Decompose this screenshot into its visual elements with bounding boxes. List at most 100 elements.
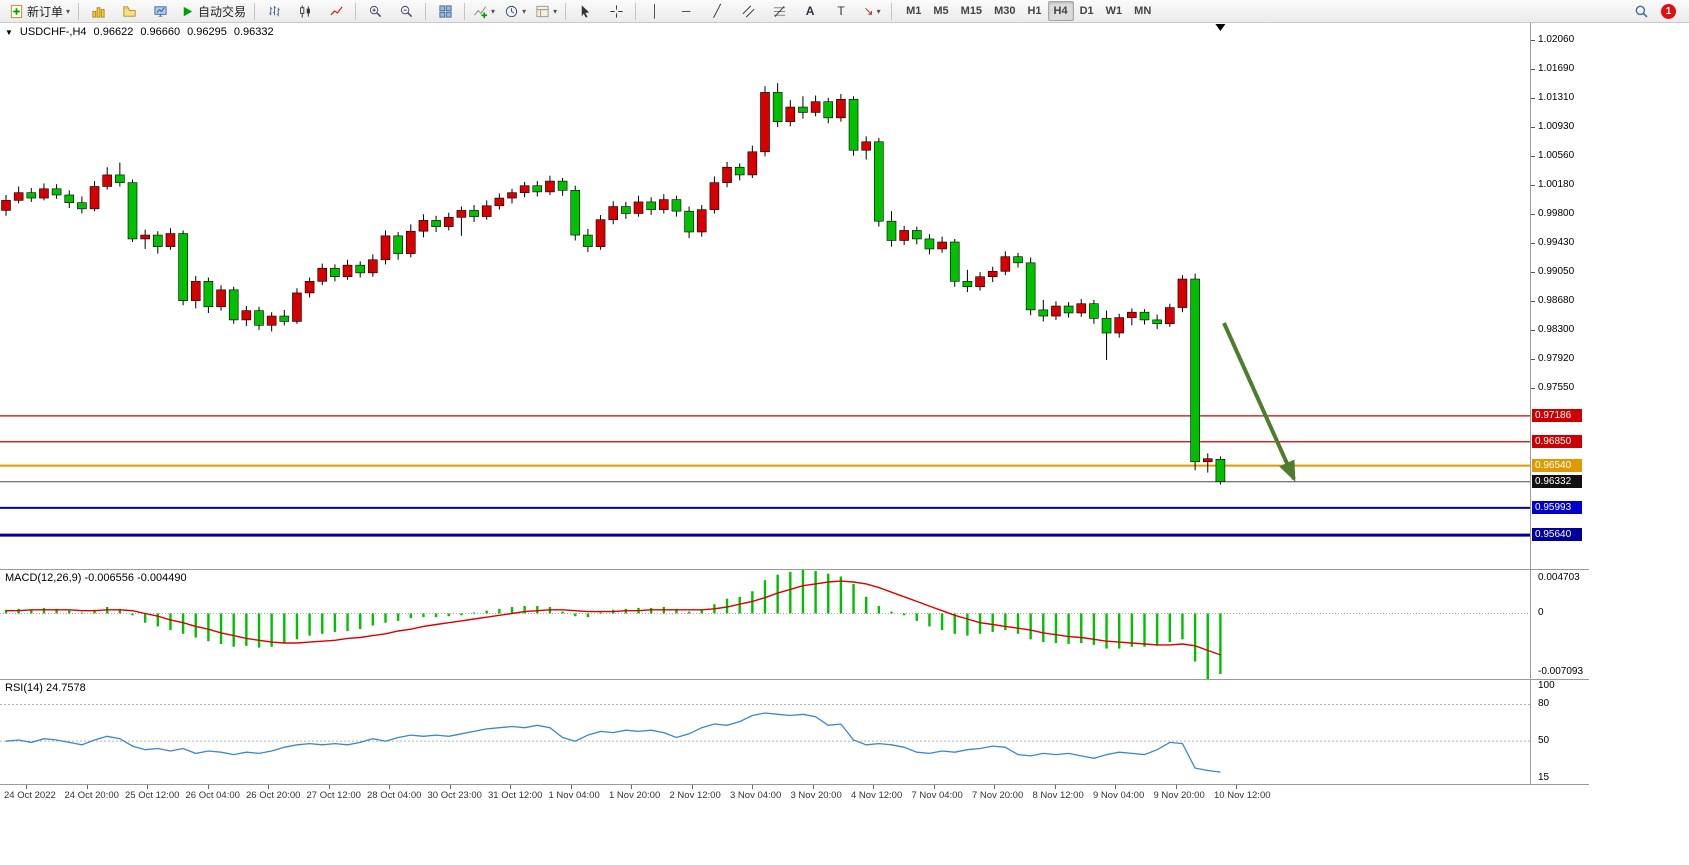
zoom-in-button[interactable] — [360, 0, 390, 22]
macd-canvas[interactable] — [0, 570, 1530, 679]
candle[interactable] — [1, 200, 11, 211]
candle[interactable] — [266, 315, 277, 326]
new-chart-button[interactable] — [83, 0, 113, 22]
main-chart-canvas[interactable] — [0, 23, 1530, 569]
zoom-out-button[interactable] — [391, 0, 421, 22]
candle[interactable] — [355, 264, 366, 274]
candle[interactable] — [772, 92, 783, 123]
candle[interactable] — [1152, 319, 1162, 325]
candle[interactable] — [115, 174, 125, 183]
candle[interactable] — [127, 182, 138, 240]
timeframe-h1[interactable]: H1 — [1027, 5, 1042, 17]
candle[interactable] — [684, 210, 694, 233]
candle[interactable] — [798, 106, 808, 113]
price-level-label[interactable]: 0.96540 — [1532, 458, 1582, 472]
candle[interactable] — [1177, 278, 1188, 308]
periods-button[interactable]: ▾ — [500, 0, 530, 22]
candle[interactable] — [1139, 311, 1150, 321]
price-level-label[interactable]: 0.95640 — [1532, 528, 1582, 542]
templates-button[interactable]: ▾ — [531, 0, 561, 22]
candle[interactable] — [709, 182, 720, 210]
candle[interactable] — [178, 233, 188, 301]
candle[interactable] — [26, 192, 37, 199]
candle[interactable] — [1051, 305, 1061, 317]
candle[interactable] — [405, 230, 416, 254]
candle[interactable] — [443, 217, 454, 227]
timeframe-m1[interactable]: M1 — [906, 5, 922, 17]
candle[interactable] — [254, 310, 264, 326]
pane-separator[interactable] — [0, 679, 1589, 680]
candle[interactable] — [545, 180, 555, 193]
candle[interactable] — [13, 192, 24, 201]
candle[interactable] — [203, 281, 214, 308]
candle[interactable] — [621, 206, 631, 214]
candle[interactable] — [810, 101, 821, 113]
price-level-label[interactable]: 0.97186 — [1532, 408, 1582, 422]
candle[interactable] — [1025, 262, 1036, 311]
candle[interactable] — [1114, 317, 1124, 334]
macd-axis[interactable]: 0.004703 0 -0.007093 — [1530, 570, 1589, 679]
candle[interactable] — [1127, 311, 1137, 318]
candle[interactable] — [911, 230, 922, 240]
tile-windows-button[interactable] — [430, 0, 460, 22]
candle[interactable] — [886, 220, 897, 241]
candle[interactable] — [646, 201, 656, 210]
candle[interactable] — [532, 185, 543, 193]
candle[interactable] — [481, 205, 492, 217]
timeframe-mn[interactable]: MN — [1134, 5, 1152, 17]
time-axis[interactable]: 24 Oct 2022 24 Oct 20:00 25 Oct 12:00 26 Oc… — [0, 785, 1689, 805]
candle[interactable] — [140, 234, 150, 240]
candle[interactable] — [317, 267, 328, 282]
candle[interactable] — [848, 99, 859, 151]
market-watch-button[interactable] — [145, 0, 175, 22]
candle[interactable] — [962, 281, 973, 288]
candle[interactable] — [494, 197, 505, 207]
candle[interactable] — [456, 210, 467, 218]
candle[interactable] — [393, 235, 403, 254]
timeframe-h4[interactable]: H4 — [1047, 1, 1074, 21]
rsi-canvas[interactable] — [0, 680, 1530, 784]
candle[interactable] — [595, 219, 606, 247]
pane-separator[interactable] — [0, 569, 1589, 570]
cursor-button[interactable] — [570, 0, 600, 22]
price-level-label[interactable]: 0.96332 — [1532, 474, 1582, 488]
candle[interactable] — [380, 235, 391, 261]
candle[interactable] — [1165, 307, 1175, 325]
candle[interactable] — [368, 259, 378, 274]
crosshair-button[interactable] — [601, 0, 631, 22]
candle[interactable] — [279, 315, 290, 322]
candle[interactable] — [342, 264, 353, 278]
candle[interactable] — [722, 166, 732, 183]
candle[interactable] — [190, 281, 201, 301]
timeframe-m5[interactable]: M5 — [933, 5, 949, 17]
candlestick-chart-button[interactable] — [290, 0, 320, 22]
candle[interactable] — [1089, 303, 1099, 319]
window-menu-icon[interactable]: ▼ — [5, 27, 13, 37]
candle[interactable] — [658, 199, 669, 210]
candle[interactable] — [823, 101, 834, 119]
trend-arrow-annotation[interactable] — [1222, 322, 1296, 482]
timeframe-d1[interactable]: D1 — [1079, 5, 1094, 17]
candle[interactable] — [1101, 318, 1112, 334]
rsi-axis[interactable]: 100 80 50 15 — [1530, 680, 1589, 784]
bar-chart-button[interactable] — [259, 0, 289, 22]
candle[interactable] — [924, 238, 935, 250]
candle[interactable] — [102, 174, 112, 187]
candle[interactable] — [1076, 303, 1087, 314]
candle[interactable] — [1013, 256, 1023, 264]
candle[interactable] — [987, 271, 998, 278]
candle[interactable] — [949, 241, 960, 282]
candle[interactable] — [874, 141, 884, 222]
candle[interactable] — [39, 188, 49, 199]
price-level-label[interactable]: 0.95993 — [1532, 500, 1582, 514]
candle[interactable] — [785, 106, 796, 123]
candle[interactable] — [77, 202, 87, 210]
candle[interactable] — [304, 281, 315, 294]
candle[interactable] — [937, 241, 947, 250]
candle[interactable] — [228, 289, 239, 321]
candle[interactable] — [507, 192, 517, 199]
trendline-button[interactable]: ╱ — [702, 0, 732, 22]
price-level-label[interactable]: 0.96850 — [1532, 434, 1582, 448]
candle[interactable] — [165, 233, 176, 247]
candle[interactable] — [975, 276, 985, 288]
